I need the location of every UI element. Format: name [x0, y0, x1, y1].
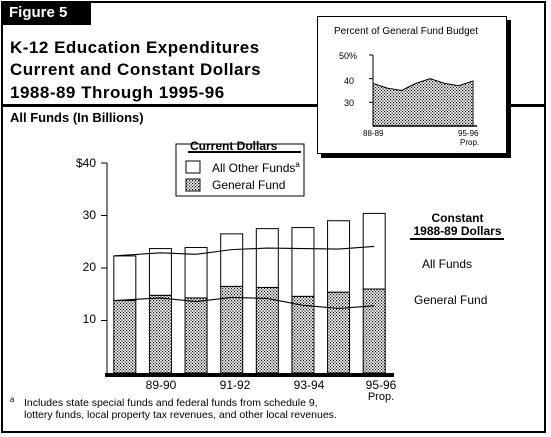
- bar-general-fund-3: [220, 285, 244, 374]
- x-tick-95-96-prop: Prop.: [367, 391, 395, 403]
- bar-other-funds-2: [184, 247, 208, 299]
- title-rule: [1, 104, 546, 107]
- constant-line-all-funds: [113, 245, 375, 257]
- chart-title-line-1: K-12 Education Expenditures: [10, 38, 260, 57]
- bar-other-funds-6: [327, 220, 351, 293]
- inset-x-end: 95-96: [458, 129, 479, 138]
- bar-other-funds-7: [362, 212, 386, 290]
- legend-label-other-funds: All Other Fundsa: [212, 160, 300, 175]
- figure-frame: [1, 1, 546, 433]
- constant-dollars-title: Constant 1988-89 Dollars: [413, 211, 502, 238]
- legend-label-general-fund: General Fund: [212, 178, 286, 192]
- inset-x-start: 88-89: [363, 129, 384, 138]
- inset-y-tick-40: 40: [344, 76, 355, 86]
- bar-other-funds-1: [148, 248, 172, 296]
- bar-other-funds-0: [113, 255, 137, 302]
- bar-general-fund-1: [148, 294, 172, 374]
- chart-title-line-3: 1988-89 Through 1995-96: [10, 83, 225, 102]
- inset-y-tick-50: 50%: [339, 51, 358, 61]
- legend-swatch-other-funds: [185, 160, 201, 174]
- x-axis: [105, 373, 394, 377]
- footnote: a Includes state special funds and feder…: [10, 395, 337, 421]
- legend-title: Current Dollars: [190, 139, 278, 153]
- bar-other-funds-4: [255, 228, 279, 288]
- bar-other-funds-5: [291, 227, 315, 297]
- x-tick-95-96: 95-96: [365, 378, 397, 392]
- inset-y-tick-30: 30: [344, 98, 355, 108]
- y-tick-40: $40: [75, 156, 96, 170]
- legend-title-underline: [188, 151, 301, 153]
- bar-general-fund-5: [291, 295, 315, 374]
- bar-general-fund-6: [327, 291, 351, 374]
- y-tick-30: 30: [82, 208, 96, 222]
- inset-x-end-sub: Prop.: [460, 138, 480, 147]
- inset-area: [372, 78, 474, 127]
- chart-title-line-2: Current and Constant Dollars: [10, 60, 262, 79]
- constant-title-underline: [410, 238, 504, 240]
- bar-other-funds-3: [220, 233, 244, 287]
- bar-general-fund-0: [113, 300, 137, 374]
- y-tick-20: 20: [82, 260, 96, 274]
- x-tick-89-90: 89-90: [145, 378, 177, 392]
- x-tick-93-94: 93-94: [293, 378, 325, 392]
- bar-general-fund-7: [362, 288, 386, 374]
- chart-subtitle: All Funds (In Billions): [10, 110, 144, 125]
- constant-general-fund-label: General Fund: [414, 293, 488, 307]
- constant-line-general-fund: [113, 296, 375, 309]
- legend-swatch-general-fund: [185, 178, 201, 192]
- inset-title: Percent of General Fund Budget: [334, 26, 478, 37]
- figure-label: Figure 5: [1, 1, 91, 25]
- y-tick-10: 10: [82, 312, 96, 326]
- constant-all-funds-label: All Funds: [422, 257, 473, 271]
- x-tick-91-92: 91-92: [219, 378, 251, 392]
- bar-general-fund-2: [184, 297, 208, 374]
